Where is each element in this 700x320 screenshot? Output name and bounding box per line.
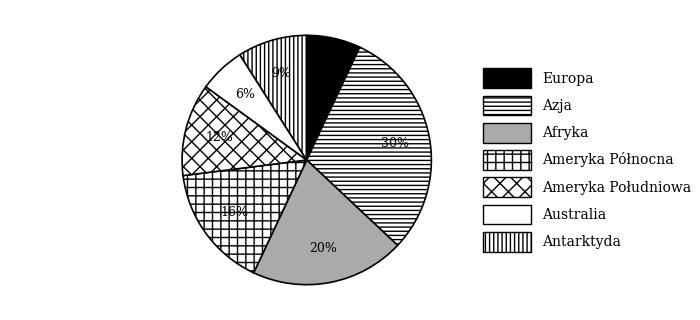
Legend: Europa, Azja, Afryka, Ameryka Północna, Ameryka Południowa, Australia, Antarktyd: Europa, Azja, Afryka, Ameryka Północna, … <box>476 61 699 259</box>
Text: 6%: 6% <box>235 88 256 101</box>
Text: 30%: 30% <box>381 137 409 150</box>
Text: 16%: 16% <box>220 206 248 219</box>
Text: 20%: 20% <box>309 242 337 255</box>
Wedge shape <box>183 160 307 273</box>
Text: 12%: 12% <box>206 131 234 144</box>
Text: 7%: 7% <box>316 66 336 79</box>
Wedge shape <box>182 87 307 176</box>
Wedge shape <box>253 160 398 285</box>
Wedge shape <box>240 35 307 160</box>
Wedge shape <box>206 55 307 160</box>
Wedge shape <box>307 35 360 160</box>
Text: 9%: 9% <box>272 67 292 80</box>
Wedge shape <box>307 47 431 245</box>
